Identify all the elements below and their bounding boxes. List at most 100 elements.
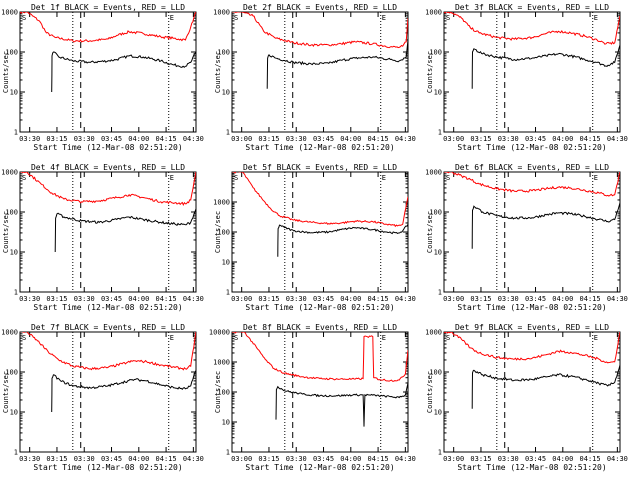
x-axis-label: Start Time (12-Mar-08 02:51:20) [33, 463, 182, 472]
x-tick-label: 04:15 [580, 455, 601, 463]
plot-frame [231, 11, 409, 133]
lld-series-line [444, 332, 620, 364]
x-tick-label: 03:15 [470, 295, 491, 303]
x-tick-label: 04:15 [156, 135, 177, 143]
y-axis-label: Counts/sec [426, 51, 434, 93]
end-marker: E [594, 174, 598, 182]
panel-title: Det 8f BLACK = Events, RED = LLD [243, 323, 397, 332]
end-marker: E [594, 334, 598, 342]
x-tick-label: 04:30 [395, 135, 416, 143]
x-tick-label: 04:15 [580, 295, 601, 303]
end-marker: E [170, 334, 174, 342]
x-tick-label: 03:45 [101, 455, 122, 463]
x-tick-label: 04:00 [340, 295, 361, 303]
x-tick-label: 03:15 [258, 135, 279, 143]
y-tick-label: 1000 [425, 169, 442, 177]
end-marker: E [170, 174, 174, 182]
x-tick-label: 03:00 [443, 135, 464, 143]
end-marker: E [594, 14, 598, 22]
lld-series-line [444, 172, 620, 197]
x-tick-label: 04:30 [183, 135, 204, 143]
x-axis-label: Start Time (12-Mar-08 02:51:20) [33, 303, 182, 312]
y-tick-label: 1 [14, 449, 18, 457]
x-axis-label: Start Time (12-Mar-08 02:51:20) [457, 143, 606, 152]
x-tick-label: 04:15 [156, 295, 177, 303]
x-tick-label: 03:45 [525, 135, 546, 143]
x-tick-label: 04:15 [368, 135, 389, 143]
x-tick-label: 04:30 [183, 455, 204, 463]
plot-frame [19, 11, 197, 133]
x-tick-label: 03:30 [74, 455, 95, 463]
y-tick-label: 100 [5, 49, 18, 57]
x-axis-label: Start Time (12-Mar-08 02:51:20) [245, 143, 394, 152]
lld-series-line [444, 12, 620, 45]
x-tick-label: 03:30 [286, 295, 307, 303]
lld-series-line [232, 172, 408, 228]
x-tick-label: 04:15 [368, 295, 389, 303]
y-tick-label: 100 [429, 209, 442, 217]
panel-title: Det 3f BLACK = Events, RED = LLD [455, 3, 609, 12]
x-tick-label: 03:30 [286, 135, 307, 143]
end-marker: E [382, 14, 386, 22]
panel-title: Det 9f BLACK = Events, RED = LLD [455, 323, 609, 332]
start-marker: S [446, 174, 450, 182]
x-tick-label: 04:00 [340, 135, 361, 143]
y-tick-label: 1000 [1, 9, 18, 17]
x-tick-label: 03:30 [19, 135, 40, 143]
y-axis-label: Counts/sec [2, 211, 10, 253]
end-marker: E [382, 334, 386, 342]
start-marker: S [22, 174, 26, 182]
x-tick-label: 03:00 [231, 295, 252, 303]
x-tick-label: 04:30 [395, 295, 416, 303]
y-tick-label: 1 [438, 289, 442, 297]
y-tick-label: 1 [438, 449, 442, 457]
chart-panel: Det 5f BLACK = Events, RED = LLD 1 10 100 10… [213, 163, 416, 312]
x-tick-label: 03:15 [258, 295, 279, 303]
x-tick-label: 04:00 [552, 455, 573, 463]
y-axis-label: Counts/sec [2, 371, 10, 413]
y-tick-label: 1 [226, 129, 230, 137]
events-series-line [471, 44, 620, 89]
x-tick-label: 03:15 [470, 135, 491, 143]
y-tick-label: 100 [5, 209, 18, 217]
chart-panel: Det 4f BLACK = Events, RED = LLD 1 10 100 10… [1, 163, 204, 312]
events-series-line [471, 364, 620, 409]
panel-title: Det 2f BLACK = Events, RED = LLD [243, 3, 397, 12]
x-tick-label: 03:45 [525, 295, 546, 303]
x-tick-label: 04:00 [552, 295, 573, 303]
chart-panel: Det 8f BLACK = Events, RED = LLD 1 10 100 10… [209, 323, 416, 472]
x-tick-label: 03:45 [313, 295, 334, 303]
x-tick-label: 03:00 [231, 455, 252, 463]
y-axis-label: Counts/sec [214, 371, 222, 413]
start-marker: S [234, 334, 238, 342]
lld-series-line [232, 332, 408, 382]
start-marker: S [446, 334, 450, 342]
x-tick-label: 04:00 [128, 455, 149, 463]
y-tick-label: 100 [217, 229, 230, 237]
x-tick-label: 03:45 [101, 135, 122, 143]
x-tick-label: 03:15 [46, 295, 67, 303]
chart-panel: Det 9f BLACK = Events, RED = LLD 1 10 100 10… [425, 323, 628, 472]
x-tick-label: 03:30 [286, 455, 307, 463]
x-tick-label: 03:00 [231, 135, 252, 143]
y-tick-label: 10 [10, 89, 18, 97]
y-tick-label: 100 [217, 49, 230, 57]
plot-frame [443, 171, 621, 293]
y-axis-label: Counts/sec [426, 211, 434, 253]
start-marker: S [22, 334, 26, 342]
lld-series-line [232, 12, 408, 49]
chart-panel: Det 7f BLACK = Events, RED = LLD 1 10 100 10… [1, 323, 204, 472]
chart-panel: Det 2f BLACK = Events, RED = LLD 1 10 100 10… [213, 3, 416, 152]
start-marker: S [22, 14, 26, 22]
x-tick-label: 04:00 [552, 135, 573, 143]
y-tick-label: 10 [222, 89, 230, 97]
panel-title: Det 5f BLACK = Events, RED = LLD [243, 163, 397, 172]
x-tick-label: 03:30 [498, 135, 519, 143]
x-axis-label: Start Time (12-Mar-08 02:51:20) [245, 303, 394, 312]
panel-title: Det 6f BLACK = Events, RED = LLD [455, 163, 609, 172]
y-axis-label: Counts/sec [2, 51, 10, 93]
y-tick-label: 1 [14, 289, 18, 297]
panel-title: Det 1f BLACK = Events, RED = LLD [31, 3, 185, 12]
y-tick-label: 1 [226, 289, 230, 297]
